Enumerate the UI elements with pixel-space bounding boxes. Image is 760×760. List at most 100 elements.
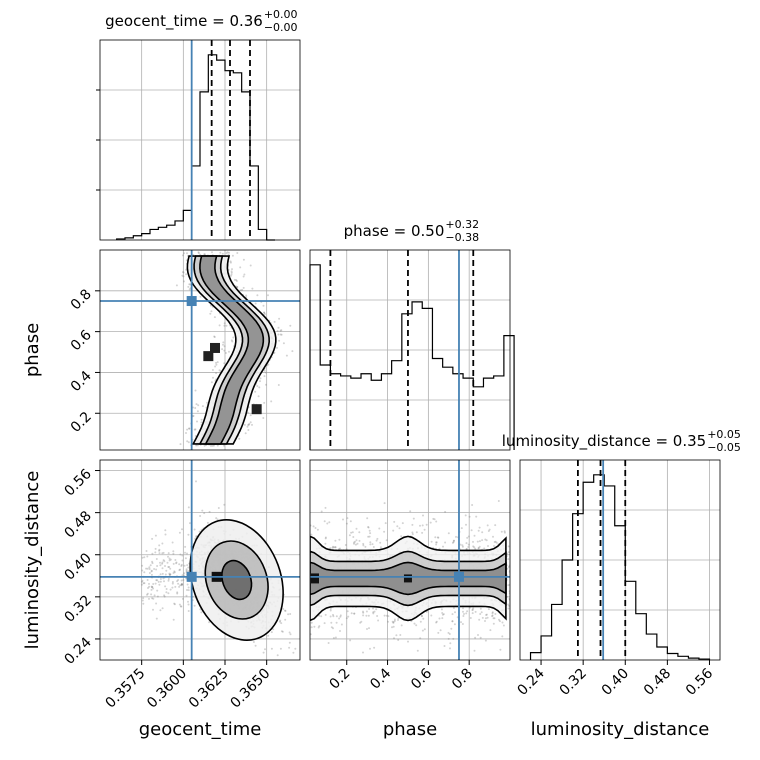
y-tick-label: 0.6 (68, 327, 95, 354)
sample-point (216, 361, 219, 364)
sample-point (479, 613, 482, 615)
sample-point (400, 624, 403, 627)
sample-point (143, 556, 146, 559)
sample-point (332, 615, 335, 618)
sample-point (230, 271, 233, 274)
sample-point (323, 622, 326, 625)
sample-point (249, 421, 252, 424)
sample-point (491, 614, 494, 617)
sample-point (373, 610, 376, 613)
sample-point (372, 546, 375, 548)
sample-point (186, 564, 189, 567)
sample-point (181, 554, 184, 557)
sample-point (466, 610, 469, 613)
sample-point (479, 607, 482, 610)
x-axis-label-luminosity_distance: luminosity_distance (531, 719, 710, 740)
sample-point (257, 395, 260, 398)
sample-point (172, 562, 175, 565)
contour-level (221, 559, 253, 601)
sample-point (289, 633, 292, 636)
sample-point (280, 329, 283, 332)
sample-point (392, 625, 395, 628)
sample-point (465, 542, 468, 545)
sample-point (324, 542, 327, 545)
sample-point (158, 544, 161, 547)
sample-point (474, 547, 477, 550)
sample-point (140, 580, 143, 583)
sample-point (184, 557, 187, 560)
sample-point (232, 336, 235, 339)
sample-point (276, 654, 279, 657)
sample-point (193, 604, 196, 607)
density-peak (203, 351, 214, 362)
sample-point (419, 524, 421, 527)
sample-point (487, 530, 490, 532)
sample-point (429, 521, 432, 524)
sample-point (451, 620, 454, 623)
sample-point (278, 620, 281, 623)
x-tick-label: 0.4 (367, 665, 394, 692)
sample-point (392, 621, 395, 624)
sample-point (146, 555, 149, 558)
sample-point (161, 567, 164, 570)
sample-point (188, 427, 191, 430)
sample-point (327, 642, 330, 644)
sample-point (480, 611, 483, 614)
sample-point (221, 348, 224, 351)
sample-point (213, 335, 216, 338)
sample-point (206, 521, 209, 524)
sample-point (155, 602, 158, 605)
sample-point (186, 589, 188, 591)
sample-point (215, 361, 217, 364)
sample-point (379, 541, 382, 544)
sample-point (465, 523, 467, 526)
sample-point (329, 615, 332, 618)
sample-point (411, 531, 414, 534)
sample-point (332, 627, 334, 630)
sample-point (376, 537, 379, 540)
sample-point (462, 610, 464, 613)
title-minus-luminosity_distance: −0.05 (707, 441, 741, 454)
sample-point (161, 607, 164, 610)
sample-point (168, 559, 171, 562)
sample-point (236, 252, 239, 254)
sample-point (265, 383, 267, 386)
sample-point (329, 547, 332, 550)
sample-point (334, 636, 337, 639)
sample-point (171, 581, 174, 583)
sample-point (430, 614, 433, 617)
sample-point (188, 283, 191, 286)
sample-point (178, 569, 181, 572)
sample-point (238, 437, 241, 440)
sample-point (471, 504, 474, 506)
sample-point (452, 607, 455, 609)
sample-point (141, 599, 144, 602)
sample-point (164, 565, 166, 567)
sample-point (366, 628, 368, 630)
sample-point (183, 564, 186, 567)
sample-point (346, 517, 349, 520)
sample-point (353, 542, 355, 545)
sample-point (141, 579, 144, 582)
density-phase-luminosity_distance (310, 535, 507, 622)
sample-point (178, 585, 181, 588)
sample-point (146, 593, 148, 596)
sample-point (185, 273, 188, 276)
sample-point (154, 534, 157, 537)
sample-point (172, 572, 175, 574)
sample-point (161, 562, 164, 565)
sample-point (508, 604, 510, 607)
sample-point (140, 583, 143, 586)
sample-point (147, 587, 149, 589)
sample-point (161, 552, 164, 555)
y-tick-label: 0.24 (61, 634, 94, 667)
sample-point (184, 551, 186, 554)
sample-point (452, 539, 455, 542)
sample-point (188, 288, 191, 291)
sample-point (507, 558, 510, 561)
sample-point (273, 320, 276, 323)
sample-point (194, 407, 197, 409)
sample-point (471, 612, 474, 615)
sample-point (491, 615, 494, 618)
sample-point (235, 279, 238, 281)
